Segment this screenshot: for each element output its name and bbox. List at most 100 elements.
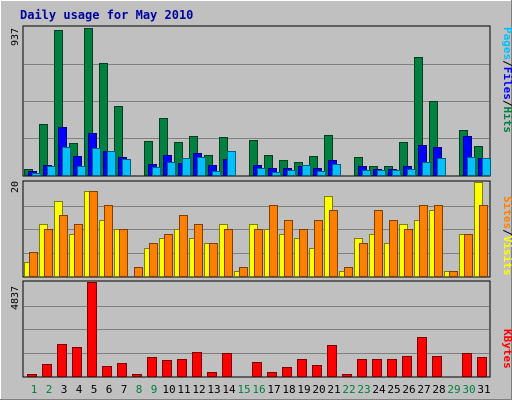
bar-kbytes-day-24 [372,359,382,377]
bar-sites-day-30 [464,234,473,277]
bar-kbytes-day-31 [477,357,487,377]
bar-kbytes-day-20 [312,365,322,377]
legend-sites-visits: Sites/Visits [501,196,512,276]
legend-visits: Visits [501,236,512,276]
bar-pages-day-3 [62,147,71,176]
bar-pages-day-26 [407,169,416,176]
bar-sites-day-6 [104,205,113,277]
bar-kbytes-day-14 [222,353,232,377]
bar-sites-day-1 [29,252,38,277]
bar-pages-day-17 [272,172,281,176]
bar-sites-day-4 [74,224,83,277]
bar-pages-day-12 [197,157,206,176]
bar-sites-day-16 [254,229,263,277]
bar-pages-day-19 [302,165,311,176]
bar-kbytes-day-12 [192,352,202,377]
x-tick-label-10: 10 [162,383,175,396]
bar-sites-day-18 [284,220,293,277]
bar-pages-day-9 [152,167,161,176]
bar-sites-day-27 [419,205,428,277]
bar-kbytes-day-9 [147,357,157,377]
y-max-label-hits: 937 [10,28,21,46]
x-tick-label-31: 31 [477,383,490,396]
bar-pages-day-20 [317,171,326,176]
bar-sites-day-19 [299,229,308,277]
bar-sites-day-3 [59,215,68,277]
bar-kbytes-day-25 [387,359,397,377]
x-tick-label-28: 28 [432,383,445,396]
x-tick-label-15: 15 [237,383,250,396]
panel-kbytes-gridlines [24,306,489,354]
legend-sep-2: / [501,100,512,107]
bar-sites-day-12 [194,224,203,277]
legend-kbytes: KBytes [501,329,512,369]
bar-kbytes-day-30 [462,353,472,377]
bar-sites-day-10 [164,234,173,277]
bar-pages-day-30 [467,157,476,176]
bar-kbytes-day-18 [282,367,292,377]
x-tick-label-11: 11 [177,383,190,396]
bar-sites-day-20 [314,220,323,277]
bar-sites-day-17 [269,205,278,277]
bar-sites-day-25 [389,220,398,277]
panel-hits-bars [24,28,491,176]
x-tick-label-21: 21 [327,383,340,396]
x-axis-labels: 1 2 3 4 5 6 7 8 9 10 11 12 13 14 15 16 17 18 19 20 21 22 23 24 2… [31,383,491,396]
y-max-label-kbytes: 4837 [10,286,21,310]
x-tick-label-25: 25 [387,383,400,396]
legend-kbytes-label: KBytes [501,329,512,369]
x-tick-label-5: 5 [91,383,98,396]
bar-pages-day-11 [182,158,191,176]
legend-text-visits: Sites/Visits [501,196,512,276]
bar-pages-day-31 [482,158,491,176]
legend-sep-3: / [501,229,512,236]
x-tick-label-26: 26 [402,383,415,396]
bar-sites-day-7 [119,229,128,277]
x-tick-label-9: 9 [151,383,158,396]
bar-sites-day-31 [479,205,488,277]
x-tick-label-6: 6 [106,383,113,396]
bar-sites-day-2 [44,229,53,277]
bar-kbytes-day-3 [57,344,67,377]
bar-pages-day-7 [122,159,131,176]
bar-kbytes-day-19 [297,359,307,377]
x-tick-label-22: 22 [342,383,355,396]
bar-kbytes-day-17 [267,372,277,377]
x-tick-label-16: 16 [252,383,265,396]
x-tick-label-8: 8 [136,383,143,396]
bar-kbytes-day-6 [102,366,112,377]
legend-pages: Pages [501,27,512,60]
x-tick-label-1: 1 [31,383,38,396]
panel-kbytes-bars [27,282,487,377]
bar-pages-day-25 [392,170,401,176]
bar-sites-day-26 [404,229,413,277]
bar-kbytes-day-13 [207,372,217,377]
x-tick-label-29: 29 [447,383,460,396]
bar-sites-day-8 [134,267,143,277]
legend-sites: Sites [501,196,512,229]
x-tick-label-23: 23 [357,383,370,396]
bar-sites-day-15 [239,267,248,277]
bar-pages-day-24 [377,170,386,176]
legend-files: Files [501,67,512,100]
x-tick-label-13: 13 [207,383,220,396]
bar-sites-day-22 [344,267,353,277]
x-tick-label-7: 7 [121,383,128,396]
bar-kbytes-day-7 [117,363,127,377]
bar-kbytes-day-8 [132,374,142,377]
bar-sites-day-28 [434,205,443,277]
bar-kbytes-day-27 [417,337,427,377]
bar-pages-day-27 [422,162,431,176]
bar-sites-day-5 [89,191,98,277]
legend-hits-files-pages: Pages/Files/Hits [501,27,512,133]
bar-kbytes-day-10 [162,360,172,377]
y-max-label-visits: 20 [10,181,21,193]
panel-hits-files-pages: 937 Pages/Files/Hits [10,25,512,177]
bar-pages-day-5 [92,148,101,176]
bar-sites-day-13 [209,243,218,277]
bar-pages-day-18 [287,170,296,176]
bar-pages-day-4 [77,166,86,176]
bar-kbytes-day-28 [432,356,442,377]
bar-pages-day-10 [167,162,176,176]
